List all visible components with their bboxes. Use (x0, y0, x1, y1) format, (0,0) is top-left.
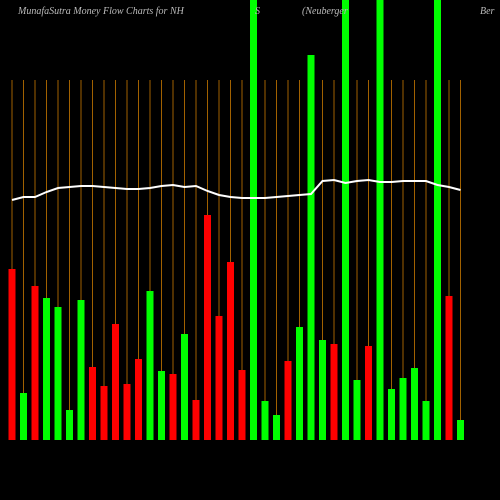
bar (365, 346, 372, 440)
bar (158, 371, 165, 440)
bar (353, 380, 361, 440)
bar (422, 401, 430, 440)
bar (457, 420, 464, 440)
bar (399, 378, 407, 440)
bar (43, 298, 50, 440)
line (11, 178, 461, 201)
chart-title: MunafaSutra Money Flow Charts for NH (17, 6, 185, 17)
bar (8, 269, 16, 440)
bars (8, 0, 464, 440)
bar (445, 296, 453, 440)
bar (411, 368, 418, 440)
bar (319, 340, 326, 440)
bar (77, 300, 85, 440)
bar (100, 386, 108, 440)
bar (204, 215, 211, 440)
bar (123, 384, 131, 440)
chart-title: Ber (480, 6, 495, 17)
bar (284, 361, 292, 440)
bar (135, 359, 142, 440)
bar (181, 334, 188, 440)
bar (376, 0, 384, 440)
bar (388, 389, 395, 440)
overlay: MunafaSutra Money Flow Charts for NH S (Ne… (11, 6, 495, 201)
bar (169, 374, 177, 440)
bar (192, 400, 200, 440)
bar (20, 393, 27, 440)
bar (227, 262, 234, 440)
bar (434, 0, 441, 440)
bar (238, 370, 246, 440)
bar (296, 327, 303, 440)
bar (250, 0, 257, 440)
chart-title: (Neuberger (302, 6, 348, 17)
bar (273, 415, 280, 440)
bar (54, 307, 62, 440)
bar (112, 324, 119, 440)
bar (330, 344, 338, 440)
bar (342, 0, 349, 440)
bar (307, 55, 315, 440)
bar (261, 401, 269, 440)
bar (89, 367, 96, 440)
bar (215, 316, 223, 440)
bar (66, 410, 73, 440)
chart-title: S (255, 6, 260, 17)
bar (31, 286, 39, 440)
bar (146, 291, 154, 440)
